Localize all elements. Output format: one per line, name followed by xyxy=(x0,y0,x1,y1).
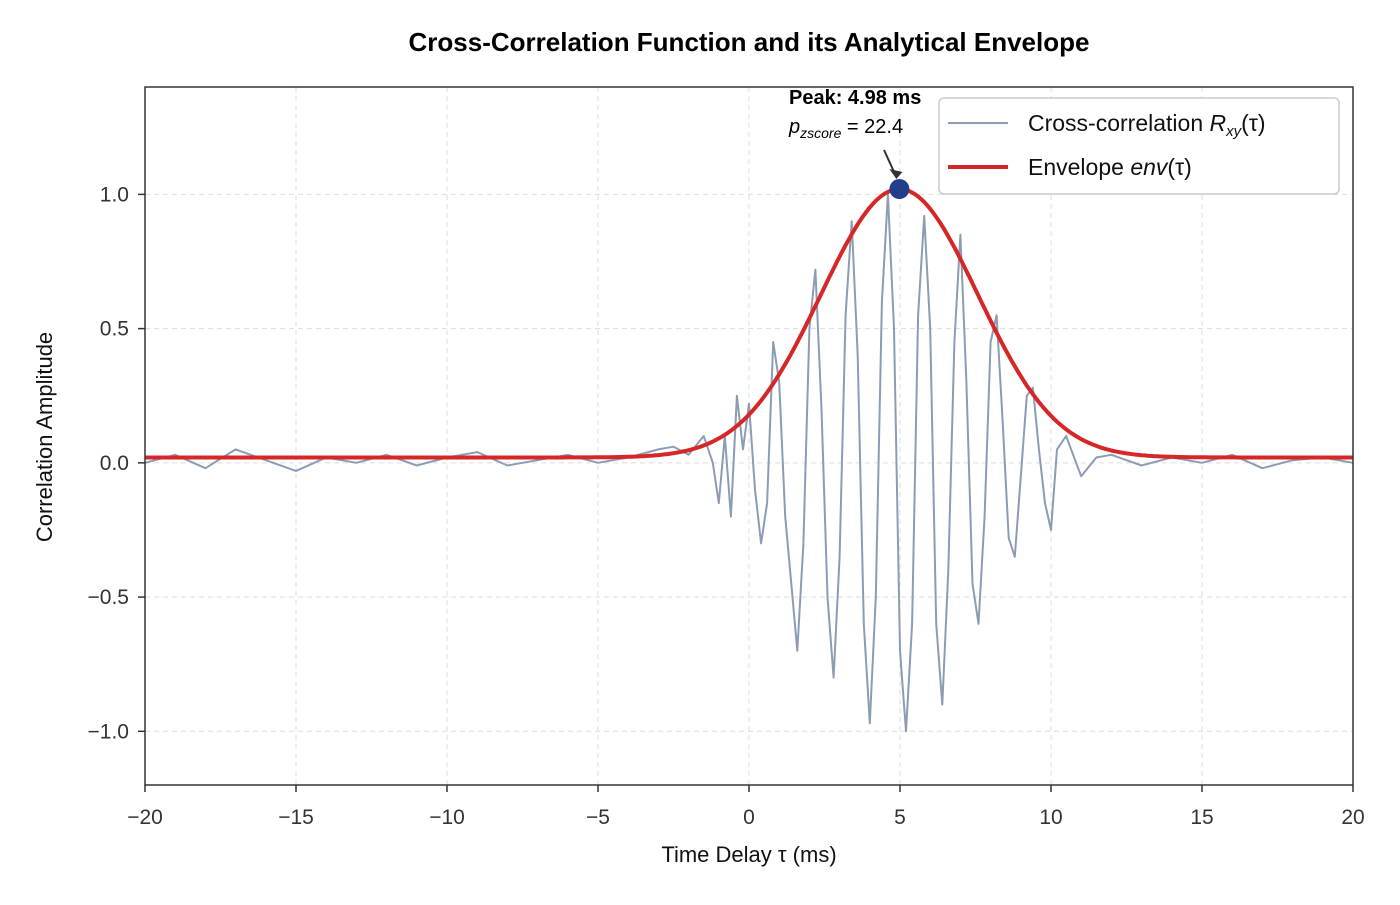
ticks: −20 −15 −10 −5 0 5 10 15 20 −1.0 −0.5 0.0 0.5 1.0 xyxy=(88,183,1365,829)
legend-entry: Cross-correlation Rxy(τ) xyxy=(1028,110,1266,140)
x-tick-label: 20 xyxy=(1341,806,1364,829)
y-tick-label: −1.0 xyxy=(88,720,129,743)
peak-marker xyxy=(889,179,910,200)
annotation-arrow-head xyxy=(889,169,903,180)
x-tick-label: −15 xyxy=(278,806,314,829)
annotation-peak-label: Peak: 4.98 ms xyxy=(789,87,921,109)
chart-title: Cross-Correlation Function and its Analy… xyxy=(409,27,1090,57)
peak-annotation: Peak: 4.98 ms pzscore = 22.4 xyxy=(788,87,921,180)
grid-lines xyxy=(144,87,1354,785)
envelope-line xyxy=(145,187,1353,460)
y-tick-label: 1.0 xyxy=(100,183,129,206)
y-axis-label: Correlation Amplitude xyxy=(32,332,57,542)
x-axis-label: Time Delay τ (ms) xyxy=(661,842,836,867)
x-tick-label: 5 xyxy=(894,806,906,829)
x-tick-label: 15 xyxy=(1190,806,1213,829)
x-tick-label: −20 xyxy=(127,806,163,829)
legend: Cross-correlation Rxy(τ) Envelope env(τ) xyxy=(938,97,1340,195)
y-tick-label: −0.5 xyxy=(88,586,129,609)
y-tick-label: 0.5 xyxy=(100,318,129,341)
legend-box xyxy=(938,97,1340,195)
x-tick-label: 0 xyxy=(743,806,755,829)
plot-area xyxy=(144,179,1354,733)
y-tick-label: 0.0 xyxy=(100,452,129,475)
x-tick-label: 10 xyxy=(1039,806,1062,829)
x-tick-label: −5 xyxy=(586,806,610,829)
annotation-zscore-label: pzscore = 22.4 xyxy=(788,116,903,141)
cross-correlation-line xyxy=(144,193,1354,733)
x-tick-label: −10 xyxy=(429,806,465,829)
legend-entry: Envelope env(τ) xyxy=(1028,154,1192,180)
